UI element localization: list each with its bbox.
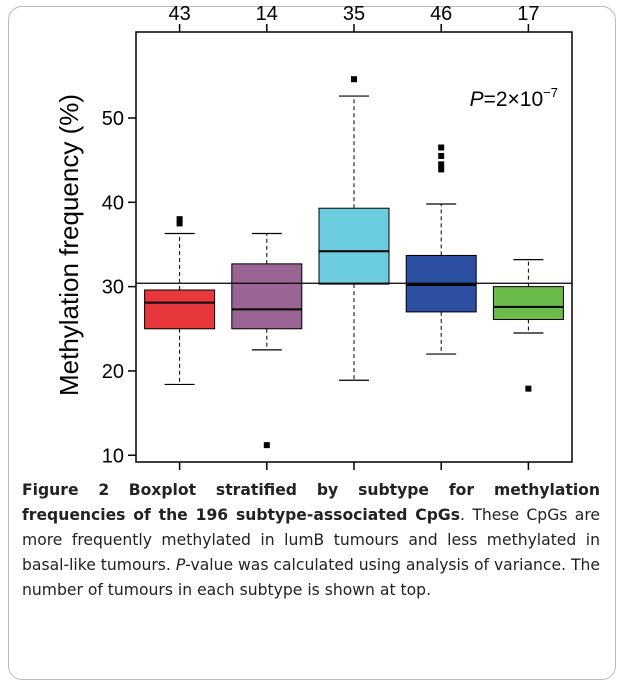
caption-text: . These CpGs are more frequently methyla… (22, 506, 600, 574)
count-label: 17 (517, 3, 539, 25)
count-label: 14 (256, 3, 278, 25)
figure-frame (8, 6, 616, 680)
caption: Figure 2 Boxplot stratified by subtype f… (22, 478, 600, 603)
box (492, 286, 564, 321)
box (231, 263, 303, 330)
outlier (176, 220, 183, 227)
annotation: P=2×10−7 (470, 85, 558, 111)
annotation-sup: −7 (543, 85, 558, 100)
y-tick-label: 20 (102, 361, 124, 383)
y-tick-label: 30 (102, 277, 124, 299)
caption-italic: P (175, 556, 186, 574)
count-label: 43 (168, 3, 190, 25)
chart: Methylation frequency (%) P=2×10−7 10 20 3… (54, 3, 573, 470)
outlier (438, 166, 445, 173)
outlier (525, 385, 532, 392)
y-tick-label: 40 (102, 192, 124, 214)
box (144, 289, 216, 330)
caption-title: Boxplot stratified by subtype for methyl… (22, 481, 600, 524)
outlier (438, 152, 445, 159)
outlier (351, 76, 357, 83)
y-tick-label: 10 (102, 445, 124, 467)
outlier (176, 216, 183, 223)
outlier (438, 144, 445, 151)
annotation-text: =2×10 (484, 88, 544, 111)
count-label: 35 (343, 3, 365, 25)
caption-text: -value was calculated using analysis of … (22, 556, 601, 599)
box (318, 207, 390, 285)
y-axis-label: Methylation frequency (%) (54, 94, 84, 396)
outlier (438, 161, 445, 168)
y-tick-label: 50 (102, 108, 124, 130)
caption-label: Figure 2 (22, 481, 110, 499)
count-label: 46 (430, 3, 452, 25)
outlier (263, 442, 270, 449)
annotation-italic: P (470, 88, 484, 111)
